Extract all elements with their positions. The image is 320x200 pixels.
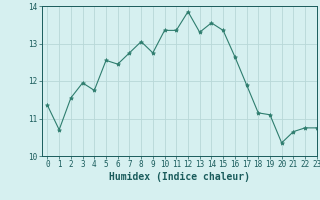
X-axis label: Humidex (Indice chaleur): Humidex (Indice chaleur): [109, 172, 250, 182]
